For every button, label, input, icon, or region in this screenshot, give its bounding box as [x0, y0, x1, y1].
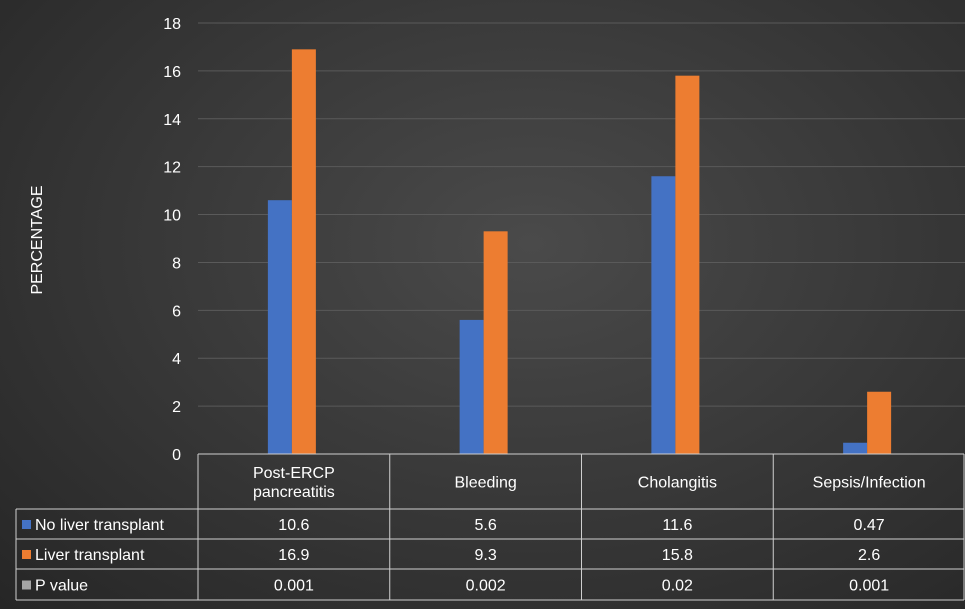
data-label: 9.3: [475, 547, 497, 564]
bar-no-liver-transplant: [267, 200, 292, 454]
data-label: 0.47: [854, 517, 885, 534]
y-tick-label: 6: [172, 303, 181, 320]
data-label: 0.02: [662, 578, 693, 595]
y-tick-label: 4: [172, 351, 181, 368]
y-tick-label: 18: [163, 16, 181, 33]
data-label: 0.002: [466, 578, 506, 595]
data-label: 2.6: [858, 547, 880, 564]
data-label: 11.6: [662, 517, 692, 534]
legend-key: [22, 550, 31, 559]
y-tick-label: 10: [163, 208, 181, 225]
data-label: 16.9: [278, 547, 309, 564]
legend-key: [22, 520, 31, 529]
legend-label: P value: [35, 578, 88, 595]
y-tick-label: 2: [172, 399, 181, 416]
x-category-label: Cholangitis: [638, 475, 717, 492]
bar-liver-transplant: [675, 75, 700, 454]
data-label: 0.001: [849, 578, 889, 595]
x-category-label: Post-ERCP: [253, 465, 335, 482]
bar-no-liver-transplant: [459, 319, 484, 454]
data-label: 10.6: [278, 517, 309, 534]
x-category-label: Bleeding: [454, 475, 516, 492]
bar-no-liver-transplant: [843, 442, 868, 454]
y-tick-label: 12: [163, 160, 181, 177]
y-tick-label: 14: [163, 112, 181, 129]
legend-label: Liver transplant: [35, 547, 145, 564]
x-category-label: Sepsis/Infection: [813, 475, 926, 492]
bar-no-liver-transplant: [651, 176, 676, 454]
y-tick-label: 16: [163, 64, 181, 81]
y-tick-label: 0: [172, 447, 181, 464]
data-table: Post-ERCP pancreatitis Bleeding Cholangitis…: [15, 453, 965, 601]
bar-liver-transplant: [867, 391, 892, 454]
bar-liver-transplant: [483, 231, 508, 454]
legend-key: [22, 580, 31, 590]
gridlines: [198, 22, 965, 407]
x-category-label: pancreatitis: [253, 484, 335, 501]
y-tick-label: 8: [172, 255, 181, 272]
data-label: 0.001: [274, 578, 314, 595]
bar-liver-transplant: [291, 49, 316, 454]
y-axis-title: PERCENTAGE: [29, 185, 46, 294]
data-label: 15.8: [662, 547, 693, 564]
legend-label: No liver transplant: [35, 517, 165, 534]
y-axis-ticks: 0 2 4 6 8 10 12 14 16 18: [163, 16, 181, 464]
bars: [267, 49, 892, 454]
data-label: 5.6: [475, 517, 497, 534]
